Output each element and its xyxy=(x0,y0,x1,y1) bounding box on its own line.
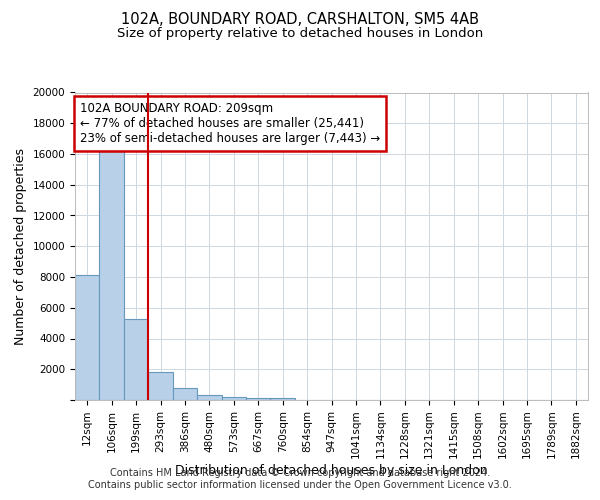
Bar xyxy=(75,276,100,400)
Bar xyxy=(221,397,246,400)
Text: 102A BOUNDARY ROAD: 209sqm
← 77% of detached houses are smaller (25,441)
23% of : 102A BOUNDARY ROAD: 209sqm ← 77% of deta… xyxy=(80,102,380,144)
Text: Contains public sector information licensed under the Open Government Licence v3: Contains public sector information licen… xyxy=(88,480,512,490)
Bar xyxy=(100,145,124,400)
Bar xyxy=(271,398,295,400)
Y-axis label: Number of detached properties: Number of detached properties xyxy=(14,148,27,345)
Bar xyxy=(148,372,173,400)
X-axis label: Distribution of detached houses by size in London: Distribution of detached houses by size … xyxy=(175,464,488,477)
Text: Size of property relative to detached houses in London: Size of property relative to detached ho… xyxy=(117,28,483,40)
Bar xyxy=(173,388,197,400)
Bar xyxy=(124,318,148,400)
Bar xyxy=(197,395,221,400)
Bar xyxy=(246,398,271,400)
Text: 102A, BOUNDARY ROAD, CARSHALTON, SM5 4AB: 102A, BOUNDARY ROAD, CARSHALTON, SM5 4AB xyxy=(121,12,479,28)
Text: Contains HM Land Registry data © Crown copyright and database right 2024.: Contains HM Land Registry data © Crown c… xyxy=(110,468,490,477)
